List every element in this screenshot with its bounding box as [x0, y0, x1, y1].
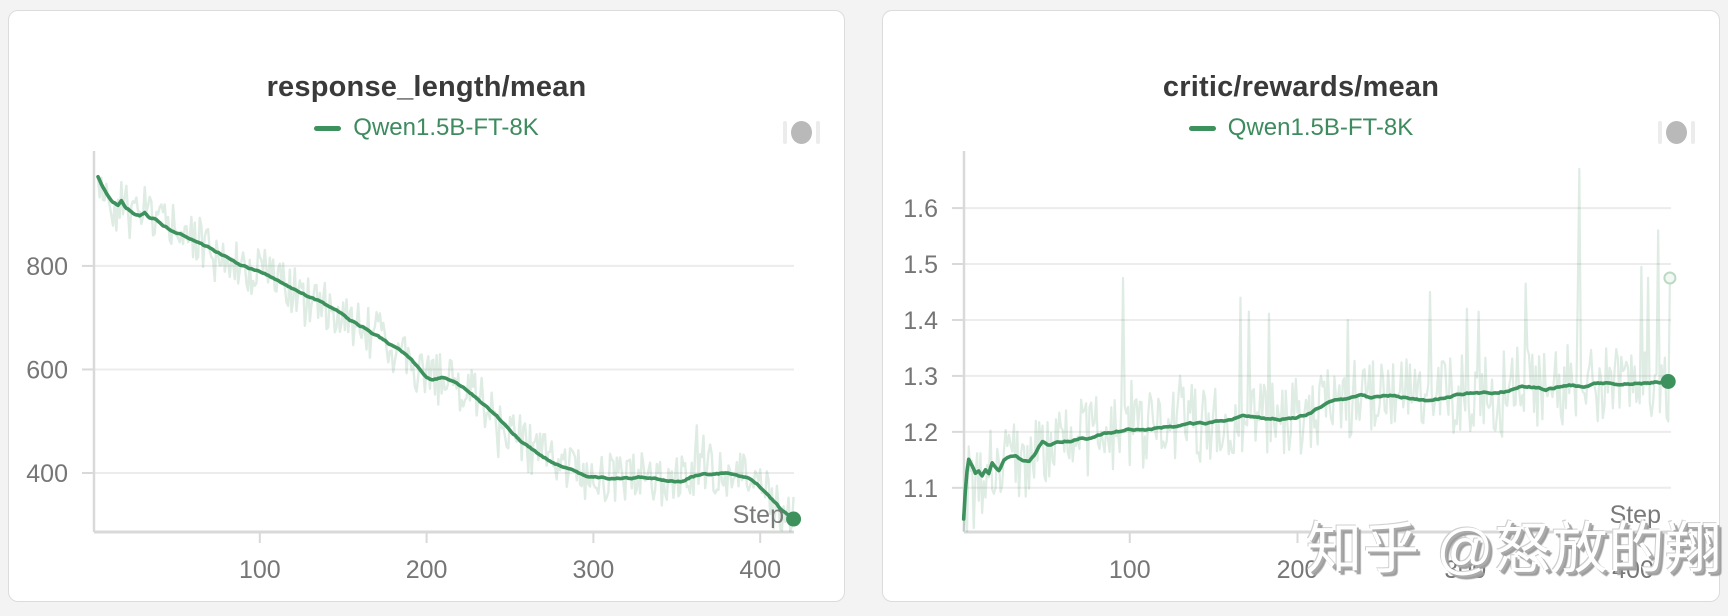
line-chart-canvas[interactable]: 400 600 800 100 200 300 400 Step: [9, 11, 846, 603]
svg-text:200: 200: [406, 556, 448, 584]
svg-text:Step: Step: [733, 501, 784, 529]
svg-text:100: 100: [239, 556, 281, 584]
chart-panel-response-length: response_length/mean Qwen1.5B-FT-8K 400 6…: [8, 10, 845, 602]
chart-legend[interactable]: Qwen1.5B-FT-8K: [9, 114, 844, 142]
svg-text:1.3: 1.3: [903, 363, 938, 391]
svg-text:300: 300: [573, 556, 615, 584]
svg-text:600: 600: [26, 356, 68, 384]
handle-bar-icon: [1658, 120, 1662, 144]
svg-text:300: 300: [1444, 556, 1486, 584]
svg-text:1.4: 1.4: [903, 307, 938, 335]
panel-drag-handle-icon[interactable]: [1658, 120, 1695, 144]
handle-bar-icon: [1691, 120, 1695, 144]
svg-text:1.1: 1.1: [903, 475, 938, 503]
svg-text:Step: Step: [1610, 501, 1661, 529]
legend-run-label: Qwen1.5B-FT-8K: [1227, 114, 1414, 141]
panel-drag-handle-icon[interactable]: [783, 120, 820, 144]
svg-text:800: 800: [26, 253, 68, 281]
handle-bar-icon: [816, 120, 820, 144]
svg-text:1.2: 1.2: [903, 419, 938, 447]
chart-title: critic/rewards/mean: [1162, 71, 1440, 103]
handle-dot-icon: [791, 120, 812, 144]
chart-panel-critic-rewards: critic/rewards/mean Qwen1.5B-FT-8K 1.1 1.…: [882, 10, 1720, 602]
svg-text:400: 400: [26, 460, 68, 488]
svg-text:100: 100: [1109, 556, 1151, 584]
svg-text:1.6: 1.6: [903, 195, 938, 223]
svg-text:400: 400: [1612, 556, 1654, 584]
chart-legend[interactable]: Qwen1.5B-FT-8K: [883, 114, 1719, 142]
svg-text:400: 400: [739, 556, 781, 584]
handle-bar-icon: [783, 120, 787, 144]
legend-run-label: Qwen1.5B-FT-8K: [353, 114, 539, 141]
line-chart-canvas[interactable]: 1.1 1.2 1.3 1.4 1.5 1.6 100 200 300 400 Step: [883, 11, 1721, 603]
handle-dot-icon: [1666, 120, 1687, 144]
svg-text:1.5: 1.5: [903, 251, 938, 279]
svg-text:200: 200: [1277, 556, 1319, 584]
legend-line-swatch: [1188, 125, 1216, 131]
chart-title: response_length/mean: [266, 71, 587, 103]
legend-line-swatch: [314, 125, 342, 131]
